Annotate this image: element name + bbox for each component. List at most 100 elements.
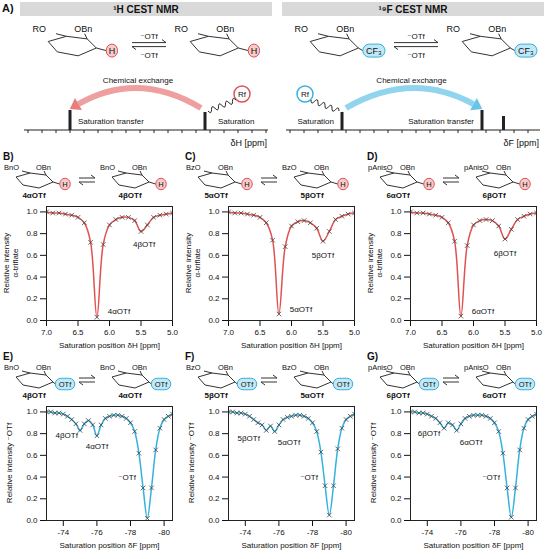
svg-text:BzO: BzO: [186, 163, 201, 172]
svg-text:5.5: 5.5: [135, 328, 147, 337]
svg-text:5.0: 5.0: [531, 328, 543, 337]
svg-text:0.4: 0.4: [26, 473, 38, 482]
svg-text:4βOTf: 4βOTf: [55, 431, 78, 440]
svg-text:H: H: [244, 180, 249, 189]
svg-text:BzO: BzO: [186, 363, 201, 372]
svg-text:Relative intensity ⁻OTf: Relative intensity ⁻OTf: [5, 422, 14, 503]
svg-text:Relative intensity ⁻OTf: Relative intensity ⁻OTf: [187, 422, 196, 503]
svg-text:0.6: 0.6: [390, 251, 402, 260]
svg-text:5.0: 5.0: [167, 328, 179, 337]
svg-text:Relative intensityα-triflate: Relative intensityα-triflate: [184, 233, 202, 293]
svg-text:-80: -80: [158, 528, 170, 537]
svg-text:δF [ppm]: δF [ppm]: [503, 138, 539, 148]
svg-text:⁻OTf: ⁻OTf: [300, 473, 318, 482]
svg-text:-78: -78: [489, 528, 501, 537]
svg-text:6βOTf: 6βOTf: [494, 249, 517, 258]
svg-text:H: H: [251, 46, 258, 56]
svg-text:6βOTf: 6βOTf: [418, 429, 441, 438]
svg-text:Relative intensity ⁻OTf: Relative intensity ⁻OTf: [369, 422, 378, 503]
svg-text:6.5: 6.5: [254, 328, 266, 337]
svg-text:H: H: [522, 180, 527, 189]
svg-text:OBn: OBn: [400, 363, 415, 372]
svg-text:4αOTf: 4αOTf: [86, 442, 109, 451]
svg-text:OTf: OTf: [519, 380, 532, 389]
svg-text:¹⁹F CEST NMR: ¹⁹F CEST NMR: [378, 4, 448, 15]
svg-text:1.0: 1.0: [26, 407, 38, 416]
svg-text:0.4: 0.4: [390, 273, 402, 282]
svg-text:6.5: 6.5: [72, 328, 84, 337]
svg-text:0.0: 0.0: [208, 316, 220, 325]
svg-text:D): D): [367, 151, 378, 162]
svg-text:5βOTf: 5βOTf: [312, 251, 335, 260]
svg-text:0.0: 0.0: [26, 316, 38, 325]
svg-text:Saturation position δH [ppm]: Saturation position δH [ppm]: [423, 341, 524, 350]
svg-text:OBn: OBn: [132, 163, 147, 172]
svg-text:H: H: [426, 180, 431, 189]
svg-text:-74: -74: [422, 528, 434, 537]
svg-text:5.0: 5.0: [349, 328, 361, 337]
svg-text:OBn: OBn: [488, 24, 506, 34]
svg-text:OTf: OTf: [59, 380, 72, 389]
svg-text:6αOTf: 6αOTf: [386, 191, 409, 200]
svg-text:OBn: OBn: [496, 363, 511, 372]
svg-text:6βOTf: 6βOTf: [482, 191, 505, 200]
svg-text:pAnisO: pAnisO: [464, 163, 489, 172]
svg-text:7.0: 7.0: [405, 328, 417, 337]
svg-text:6.0: 6.0: [468, 328, 480, 337]
svg-text:Saturation position δF [ppm]: Saturation position δF [ppm]: [59, 541, 159, 550]
svg-text:F): F): [185, 351, 194, 362]
svg-text:⁻OTf: ⁻OTf: [140, 51, 158, 60]
svg-text:0.6: 0.6: [208, 451, 220, 460]
svg-text:-74: -74: [240, 528, 252, 537]
svg-text:4αOTf: 4αOTf: [118, 391, 141, 400]
svg-text:6.5: 6.5: [436, 328, 448, 337]
svg-text:5αOTf: 5αOTf: [204, 191, 227, 200]
svg-text:0.6: 0.6: [26, 451, 38, 460]
svg-text:-78: -78: [125, 528, 137, 537]
svg-text:7.0: 7.0: [41, 328, 53, 337]
svg-text:CF₃: CF₃: [518, 46, 534, 56]
svg-text:5.5: 5.5: [317, 328, 329, 337]
svg-text:4αOTf: 4αOTf: [108, 307, 131, 316]
svg-text:0.8: 0.8: [390, 229, 402, 238]
svg-text:-76: -76: [455, 528, 467, 537]
svg-text:OBn: OBn: [36, 163, 51, 172]
svg-text:0.2: 0.2: [208, 294, 220, 303]
svg-text:H: H: [158, 180, 163, 189]
svg-text:Saturation position δH [ppm]: Saturation position δH [ppm]: [241, 341, 342, 350]
svg-text:OTf: OTf: [241, 380, 254, 389]
svg-text:OBn: OBn: [314, 363, 329, 372]
svg-text:OTf: OTf: [423, 380, 436, 389]
svg-text:6αOTf: 6αOTf: [460, 438, 483, 447]
svg-text:pAnisO: pAnisO: [368, 363, 393, 372]
svg-text:0.0: 0.0: [390, 316, 402, 325]
svg-text:OTf: OTf: [337, 380, 350, 389]
svg-text:4βOTf: 4βOTf: [118, 191, 141, 200]
svg-text:-76: -76: [91, 528, 103, 537]
svg-text:-74: -74: [58, 528, 70, 537]
svg-text:BnO: BnO: [100, 163, 115, 172]
svg-text:BnO: BnO: [4, 363, 19, 372]
svg-text:-80: -80: [340, 528, 352, 537]
svg-text:0.4: 0.4: [208, 273, 220, 282]
svg-text:⁻OTf: ⁻OTf: [140, 32, 158, 41]
svg-text:Relative intensityα-triflate: Relative intensityα-triflate: [2, 233, 20, 293]
svg-text:pAnisO: pAnisO: [464, 363, 489, 372]
svg-text:6βOTf: 6βOTf: [386, 391, 409, 400]
svg-text:0.2: 0.2: [26, 294, 38, 303]
svg-text:Relative intensityα-triflate: Relative intensityα-triflate: [366, 233, 384, 293]
svg-text:6.0: 6.0: [104, 328, 116, 337]
svg-text:RO: RO: [33, 24, 47, 34]
svg-text:B): B): [3, 151, 14, 162]
svg-text:OBn: OBn: [218, 363, 233, 372]
svg-text:1.0: 1.0: [26, 207, 38, 216]
svg-text:Saturation position δH [ppm]: Saturation position δH [ppm]: [59, 341, 160, 350]
svg-text:BnO: BnO: [4, 163, 19, 172]
svg-text:A): A): [2, 2, 14, 14]
svg-text:6αOTf: 6αOTf: [472, 307, 495, 316]
svg-text:G): G): [367, 351, 378, 362]
svg-text:1.0: 1.0: [208, 407, 220, 416]
svg-text:0.6: 0.6: [390, 451, 402, 460]
svg-text:0.0: 0.0: [390, 516, 402, 525]
svg-text:Saturation transfer: Saturation transfer: [78, 117, 144, 126]
